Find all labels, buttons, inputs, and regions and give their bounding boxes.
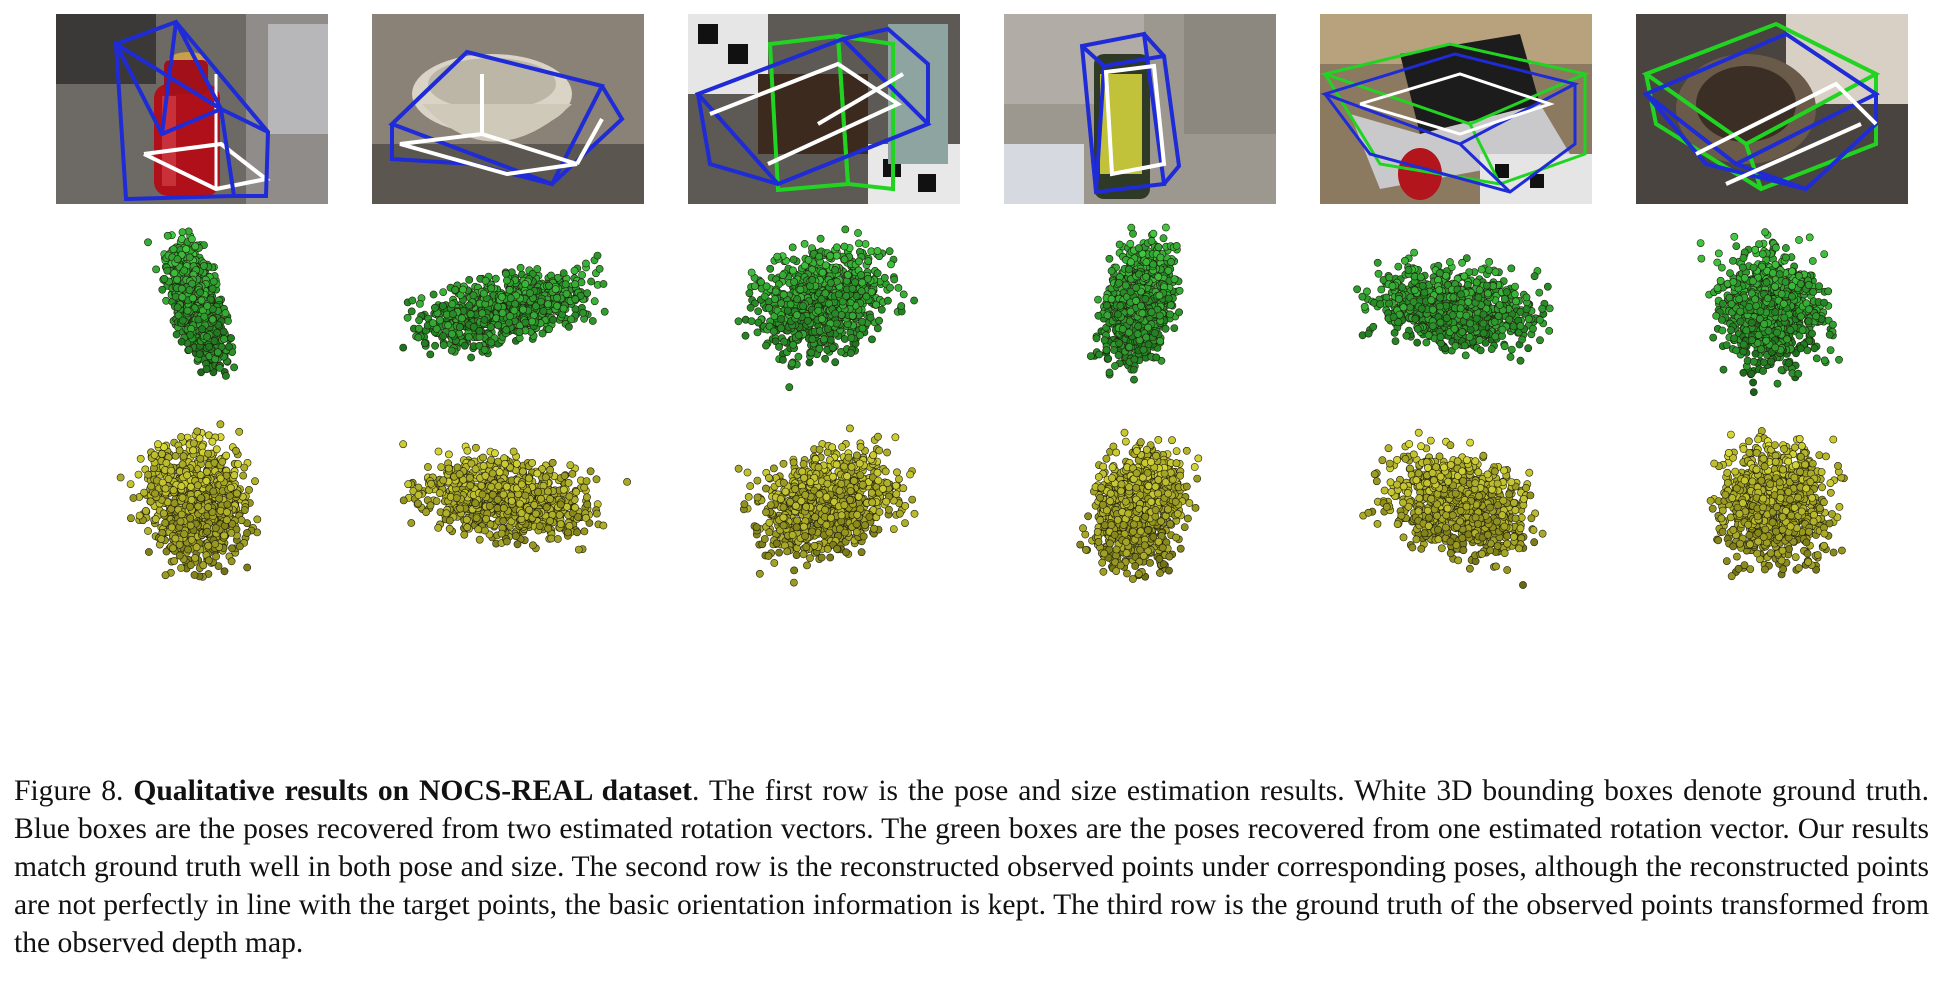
reconstructed-cloud-mug <box>1636 214 1908 406</box>
pose-estimation-row <box>0 0 1944 210</box>
reconstructed-points-row <box>0 210 1944 410</box>
observed-cloud-can-2 <box>1004 414 1276 606</box>
caption-body: . The first row is the pose and size est… <box>14 775 1929 959</box>
figure-panel <box>0 0 1944 610</box>
reconstructed-cloud-bowl <box>372 214 644 406</box>
figure-caption: Figure 8. Qualitative results on NOCS-RE… <box>14 772 1929 962</box>
photo-camera <box>688 14 960 204</box>
photo-laptop <box>1320 14 1592 204</box>
caption-title: Qualitative results on NOCS-REAL dataset <box>133 775 693 807</box>
photo-can <box>56 14 328 204</box>
photo-mug <box>1636 14 1908 204</box>
photo-can-2 <box>1004 14 1276 204</box>
reconstructed-cloud-can-2 <box>1004 214 1276 406</box>
reconstructed-cloud-camera <box>688 214 960 406</box>
reconstructed-cloud-can <box>56 214 328 406</box>
reconstructed-cloud-laptop <box>1320 214 1592 406</box>
observed-points-row <box>0 410 1944 610</box>
photo-bowl <box>372 14 644 204</box>
observed-cloud-mug <box>1636 414 1908 606</box>
observed-cloud-bowl <box>372 414 644 606</box>
caption-label: Figure 8. <box>14 775 134 807</box>
observed-cloud-laptop <box>1320 414 1592 606</box>
observed-cloud-camera <box>688 414 960 606</box>
observed-cloud-can <box>56 414 328 606</box>
